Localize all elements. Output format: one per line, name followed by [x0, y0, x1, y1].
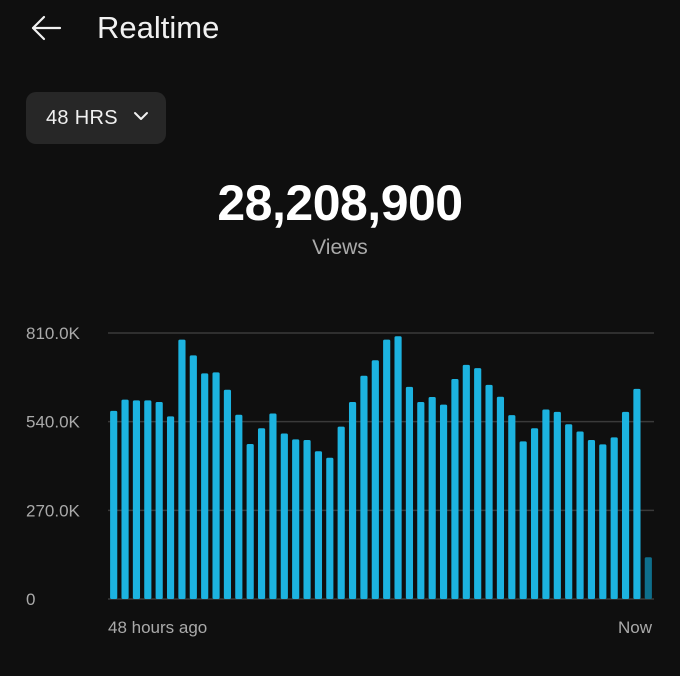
chart-bar[interactable] — [451, 378, 459, 599]
chart-bar[interactable] — [576, 431, 584, 599]
chart-bar[interactable] — [132, 400, 141, 599]
chart-bar[interactable] — [314, 451, 323, 599]
chart-bar[interactable] — [201, 373, 209, 599]
chart-bar[interactable] — [417, 401, 425, 599]
chart-bar[interactable] — [553, 411, 561, 599]
chart-bar[interactable] — [519, 441, 527, 599]
chart-bar[interactable] — [644, 557, 652, 599]
chart-bar[interactable] — [621, 411, 630, 599]
chart-bar[interactable] — [235, 414, 243, 599]
y-tick-label: 0 — [26, 590, 35, 609]
chart-bar[interactable] — [496, 396, 505, 599]
chart-bar[interactable] — [394, 336, 402, 599]
chart-bar[interactable] — [383, 339, 391, 599]
chart-bar[interactable] — [565, 424, 573, 599]
chart-bar[interactable] — [405, 386, 414, 599]
chart-bar[interactable] — [303, 440, 311, 599]
page-title: Realtime — [97, 10, 220, 45]
y-tick-label: 810.0K — [26, 324, 81, 343]
chart-bar[interactable] — [530, 428, 539, 599]
chart-bar[interactable] — [246, 443, 254, 599]
y-tick-label: 270.0K — [26, 501, 81, 520]
chart-bar[interactable] — [166, 416, 175, 599]
chart-bar[interactable] — [144, 400, 152, 599]
chart-bar[interactable] — [292, 439, 300, 599]
back-button[interactable] — [22, 8, 70, 48]
chart-bar[interactable] — [189, 355, 197, 599]
x-end-label: Now — [618, 618, 653, 637]
chart-bar[interactable] — [110, 410, 118, 599]
chart-bar[interactable] — [587, 440, 596, 599]
top-bar: Realtime — [0, 0, 680, 58]
chevron-down-icon — [134, 112, 148, 120]
chart-bar[interactable] — [155, 401, 163, 599]
chart-bar[interactable] — [439, 404, 448, 599]
chart-bar[interactable] — [212, 372, 220, 599]
chart-bar[interactable] — [223, 389, 232, 599]
chart-bar[interactable] — [269, 413, 277, 599]
y-tick-label: 540.0K — [26, 413, 81, 432]
chart-bar[interactable] — [474, 368, 482, 599]
chart-bar[interactable] — [337, 426, 345, 599]
x-start-label: 48 hours ago — [108, 618, 207, 637]
time-range-label: 48 HRS — [46, 107, 118, 129]
chart-bar[interactable] — [599, 444, 607, 599]
chart-bar[interactable] — [428, 397, 436, 599]
views-bar-chart: 0 270.0K 540.0K 810.0K 48 hours ago Now — [26, 324, 654, 637]
chart-bar[interactable] — [633, 388, 641, 599]
chart-bar[interactable] — [348, 401, 357, 599]
total-views-label: Views — [312, 236, 368, 259]
chart-bar[interactable] — [485, 384, 493, 599]
chart-bar[interactable] — [257, 428, 266, 599]
chart-bar[interactable] — [360, 375, 368, 599]
chart-bar[interactable] — [610, 437, 618, 599]
chart-bar[interactable] — [280, 433, 288, 599]
chart-bar[interactable] — [326, 457, 334, 599]
chart-bar[interactable] — [462, 364, 470, 599]
chart-bar[interactable] — [542, 409, 550, 599]
chart-bar[interactable] — [371, 360, 379, 599]
chart-bar[interactable] — [121, 399, 129, 599]
total-views-count: 28,208,900 — [217, 175, 463, 231]
chart-bar[interactable] — [508, 415, 516, 599]
arrow-left-icon — [31, 15, 62, 41]
chart-bar[interactable] — [178, 339, 186, 599]
